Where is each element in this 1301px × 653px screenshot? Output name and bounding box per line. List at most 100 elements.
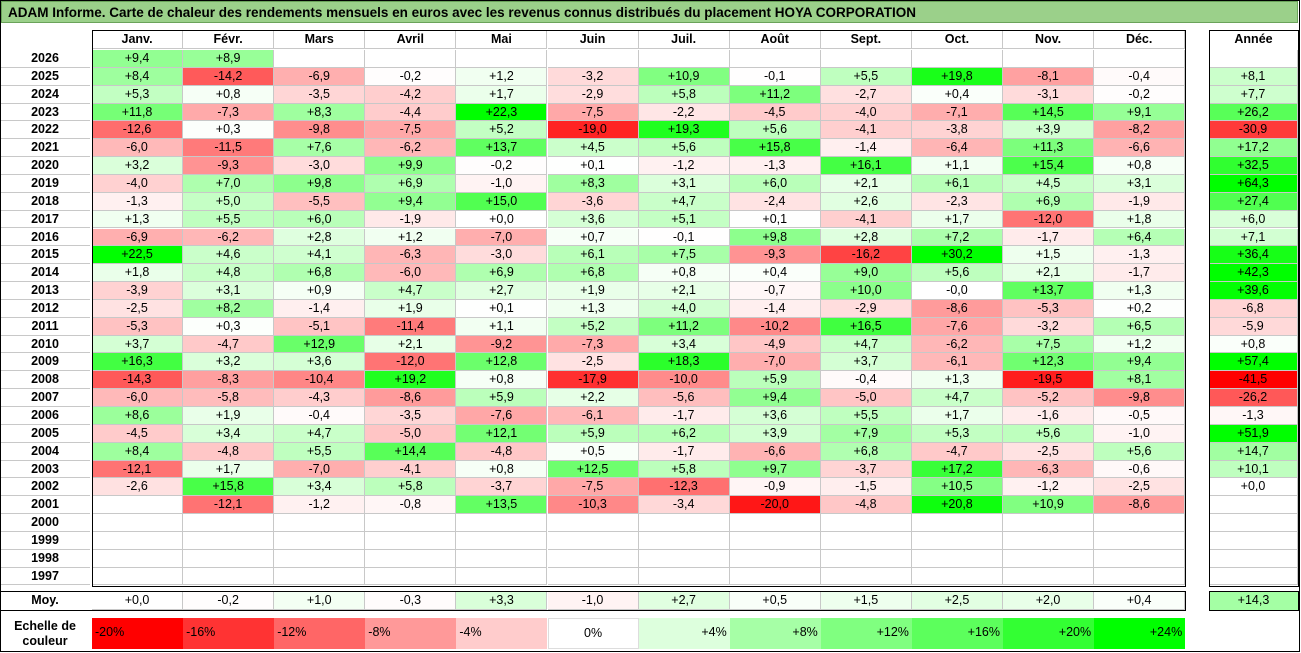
heatmap-cell: -1,5 [820,478,912,497]
heatmap-cell: -1,3 [92,192,184,211]
color-scale-swatch: -20% [92,618,184,649]
heatmap-cell: +1,1 [456,317,548,336]
heatmap-cell: +5,5 [183,210,275,229]
year-label: 2011 [0,317,90,336]
heatmap-cell: +2,1 [638,282,730,300]
heatmap-cell: -0,1 [729,67,821,86]
heatmap-cell [274,50,366,68]
heatmap-cell: +0,8 [456,460,548,479]
heatmap-cell: +15,8 [183,478,275,497]
heatmap-cell: +1,8 [1094,210,1186,229]
heatmap-cell: -4,5 [92,424,184,443]
heatmap-cell: -12,1 [183,496,275,515]
heatmap-cell [729,531,821,550]
heatmap-cell: +4,8 [183,264,275,283]
heatmap-cell: +4,5 [1003,174,1095,193]
heatmap-cell: +5,5 [820,407,912,425]
heatmap-cell: -0,7 [729,282,821,300]
heatmap-cell: -1,2 [1003,478,1095,497]
heatmap-cell: -9,3 [729,246,821,265]
heatmap-cell: -0,4 [1094,67,1186,86]
average-cell: +2,0 [1003,591,1095,610]
heatmap-cell [183,549,275,568]
average-label: Moy. [0,591,90,610]
month-header: Févr. [183,30,275,49]
heatmap-cell [820,531,912,550]
year-label: 2001 [0,496,90,515]
heatmap-cell: -3,4 [638,496,730,515]
year-total-cell: +27,4 [1209,192,1298,211]
heatmap-cell: +5,9 [547,424,639,443]
heatmap-cell: -4,1 [820,121,912,140]
heatmap-cell [365,514,457,532]
heatmap-cell: -7,6 [911,317,1003,336]
heatmap-cell: -10,4 [274,371,366,390]
year-total-cell: +57,4 [1209,353,1298,372]
heatmap-cell: -1,4 [820,139,912,158]
heatmap-cell: -3,2 [547,67,639,86]
year-total-cell: +7,7 [1209,85,1298,104]
heatmap-cell: +12,5 [547,460,639,479]
heatmap-cell: +6,9 [1003,192,1095,211]
heatmap-cell: +1,1 [911,157,1003,175]
heatmap-cell: +5,6 [911,264,1003,283]
color-scale-swatch: +4% [638,618,730,649]
heatmap-cell: -4,0 [92,174,184,193]
year-total-cell: +7,1 [1209,228,1298,247]
heatmap-cell: -6,0 [92,389,184,407]
heatmap-cell: -2,5 [547,353,639,372]
heatmap-cell: -7,5 [547,103,639,122]
heatmap-cell: +7,5 [1003,335,1095,354]
heatmap-cell: -6,6 [1094,139,1186,158]
average-cell: -0,2 [183,591,275,610]
color-scale-swatch: -12% [274,618,366,649]
heatmap-cell: +5,8 [638,85,730,104]
heatmap-cell: +0,8 [456,371,548,390]
heatmap-cell [911,549,1003,568]
heatmap-cell: -12,3 [638,478,730,497]
heatmap-cell [911,567,1003,586]
heatmap-cell: -6,9 [274,67,366,86]
heatmap-cell [183,514,275,532]
year-total-cell: -5,9 [1209,317,1298,336]
heatmap-cell: -9,8 [274,121,366,140]
heatmap-cell [183,531,275,550]
heatmap-cell: -3,8 [911,121,1003,140]
heatmap-cell: +14,5 [1003,103,1095,122]
heatmap-cell: -3,5 [274,85,366,104]
heatmap-cell: +6,0 [274,210,366,229]
year-total-cell: -1,3 [1209,407,1298,425]
heatmap-cell: +5,8 [365,478,457,497]
month-header: Janv. [92,30,184,49]
heatmap-cell: +7,0 [183,174,275,193]
heatmap-cell: -1,7 [1094,264,1186,283]
heatmap-cell [274,567,366,586]
heatmap-cell: +10,9 [638,67,730,86]
average-cell: -0,3 [365,591,457,610]
heatmap-cell: +8,2 [183,299,275,318]
heatmap-cell: -1,3 [1094,246,1186,265]
year-total-cell [1209,531,1298,550]
year-total-cell: -26,2 [1209,389,1298,407]
heatmap-cell: -0,9 [729,478,821,497]
month-header: Mai [456,30,548,49]
heatmap-cell [1003,514,1095,532]
heatmap-cell: +9,8 [729,228,821,247]
heatmap-cell: +1,9 [183,407,275,425]
heatmap-cell: +1,2 [365,228,457,247]
heatmap-cell: +5,8 [638,460,730,479]
heatmap-cell [365,50,457,68]
heatmap-cell: +22,5 [92,246,184,265]
heatmap-cell: +3,1 [183,282,275,300]
year-total-cell: +0,8 [1209,335,1298,354]
year-label: 2013 [0,282,90,300]
heatmap-cell: -4,9 [729,335,821,354]
year-label: 2014 [0,264,90,283]
heatmap-cell: +9,4 [92,50,184,68]
heatmap-cell: +19,2 [365,371,457,390]
heatmap-cell: -7,3 [547,335,639,354]
heatmap-cell: +8,4 [92,67,184,86]
heatmap-cell: +8,3 [274,103,366,122]
year-total-cell [1209,50,1298,68]
heatmap-cell: +5,5 [820,67,912,86]
